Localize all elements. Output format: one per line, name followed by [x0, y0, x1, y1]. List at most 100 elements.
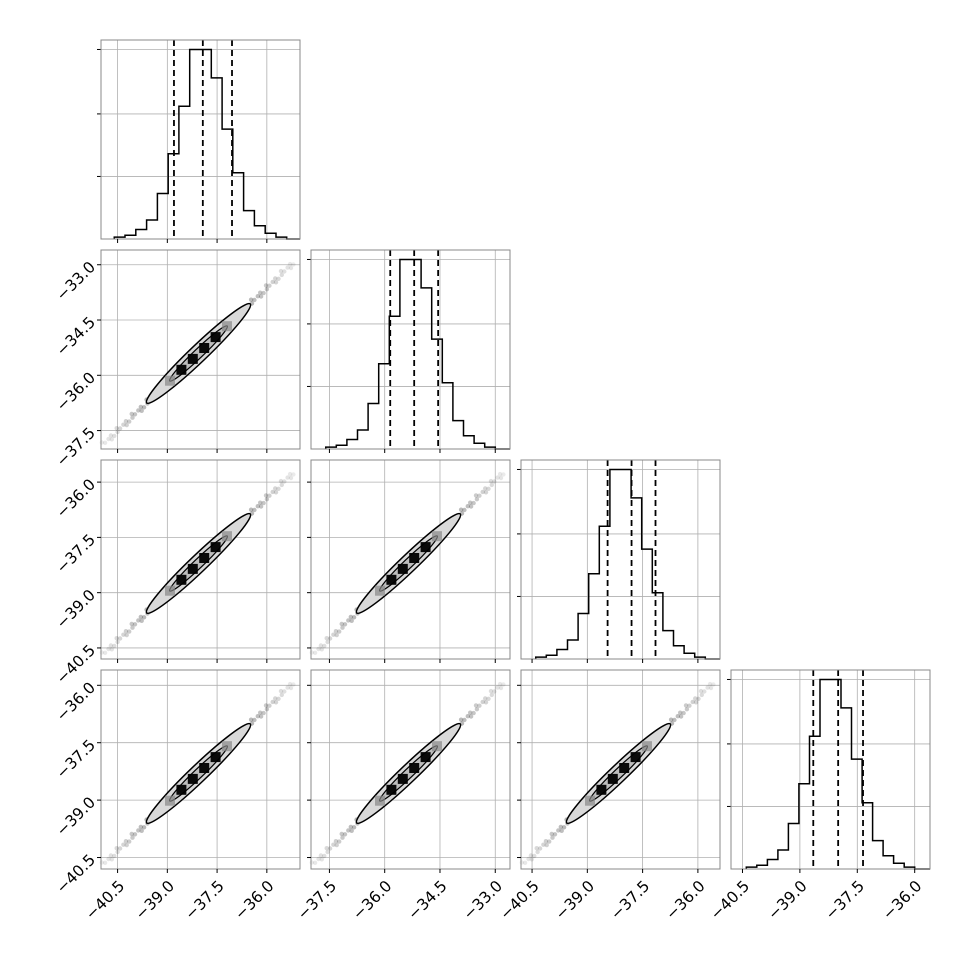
- scatter-point: [334, 842, 339, 848]
- scatter-point: [285, 265, 290, 270]
- density-cell: [199, 553, 210, 563]
- scatter-point: [270, 489, 275, 495]
- scatter-point: [465, 504, 470, 509]
- scatter-point: [477, 493, 482, 498]
- scatter-point: [529, 857, 534, 862]
- scatter-point: [324, 636, 329, 641]
- scatter-point: [497, 681, 503, 687]
- scatter-point: [278, 478, 284, 484]
- density-cell: [210, 542, 221, 553]
- scatter-point: [702, 689, 707, 694]
- x-tick-label: −39.0: [764, 877, 810, 923]
- scatter-point: [273, 696, 278, 701]
- scatter-point: [319, 857, 324, 862]
- scatter-point: [346, 618, 351, 623]
- scatter-point: [535, 849, 540, 855]
- scatter-point: [339, 831, 344, 837]
- scatter-point: [288, 685, 294, 691]
- scatter-point: [698, 688, 704, 694]
- scatter-point: [318, 643, 324, 648]
- scatter-point: [483, 696, 488, 701]
- scatter-point: [522, 860, 528, 865]
- scatter-point: [248, 507, 254, 512]
- scatter-point: [136, 618, 141, 623]
- scatter-point: [462, 717, 467, 723]
- scatter-point: [124, 632, 129, 638]
- y-tick-label: −33.0: [53, 258, 99, 304]
- density-cell: [176, 574, 187, 585]
- scatter-point: [276, 276, 281, 281]
- scatter-point: [340, 625, 345, 630]
- scatter-point: [258, 504, 264, 509]
- scatter-point: [342, 622, 348, 627]
- scatter-point: [483, 486, 488, 491]
- scatter-point: [124, 422, 129, 428]
- scatter-point: [561, 825, 567, 830]
- scatter-point: [337, 629, 342, 634]
- scatter-point: [264, 707, 270, 712]
- scatter-point: [492, 689, 497, 694]
- scatter-point: [707, 681, 713, 687]
- scatter-point: [270, 699, 275, 705]
- scatter-point: [497, 471, 503, 477]
- scatter-point: [132, 832, 138, 837]
- scatter-point: [258, 294, 264, 299]
- scatter-point: [138, 404, 143, 410]
- scatter-point: [333, 839, 339, 844]
- scatter-point: [327, 636, 333, 641]
- scatter-point: [248, 717, 254, 722]
- density-cell: [165, 375, 175, 386]
- contour-inner: [168, 745, 229, 802]
- scatter-point: [708, 685, 714, 691]
- hist-panel-1: [307, 249, 511, 453]
- scatter-point: [690, 699, 695, 705]
- scatter-point: [541, 842, 546, 847]
- density-cell: [420, 542, 431, 553]
- density-cell: [397, 563, 408, 574]
- scatter-point: [678, 714, 684, 719]
- density-cell: [585, 795, 595, 806]
- density-cell: [187, 353, 198, 364]
- y-tick-label: −37.5: [53, 736, 99, 782]
- scatter-point: [121, 632, 126, 637]
- x-tick-label: −40.5: [497, 877, 543, 923]
- scatter-point: [483, 700, 489, 705]
- scatter-point: [117, 426, 123, 431]
- scatter-point: [270, 279, 275, 285]
- panel-frame: [100, 669, 301, 870]
- scatter-point: [278, 688, 284, 694]
- scatter-point: [279, 692, 284, 698]
- scatter-point: [333, 629, 339, 634]
- histogram-step: [534, 468, 720, 660]
- scatter-point: [319, 647, 324, 652]
- scatter-point: [109, 647, 115, 652]
- scatter-point: [675, 714, 680, 719]
- scatter-point: [488, 688, 494, 694]
- scatter-point: [458, 507, 464, 512]
- density-cell: [607, 773, 618, 784]
- y-tick-label: −40.5: [53, 851, 99, 897]
- panel-frame: [310, 669, 511, 870]
- scatter-point: [322, 643, 327, 649]
- scatter-point: [102, 860, 108, 865]
- density-cell: [630, 752, 641, 763]
- scatter-point: [102, 650, 108, 655]
- scatter-panel-2-1: [307, 459, 511, 663]
- scatter-point: [325, 849, 330, 855]
- scatter-point: [287, 471, 293, 477]
- scatter-point: [684, 707, 690, 712]
- contour-inner: [378, 535, 439, 592]
- scatter-point: [693, 700, 699, 705]
- scatter-point: [106, 436, 111, 442]
- scatter-point: [288, 475, 294, 481]
- y-tick-label: −39.0: [53, 586, 99, 632]
- density-cell: [210, 752, 221, 763]
- scatter-point: [255, 504, 260, 509]
- density-cell: [176, 364, 187, 375]
- scatter-point: [495, 685, 500, 690]
- x-tick-label: −37.5: [294, 877, 340, 923]
- scatter-point: [678, 710, 683, 715]
- scatter-point: [267, 703, 272, 708]
- scatter-point: [681, 710, 686, 716]
- x-tick-label: −39.0: [132, 877, 178, 923]
